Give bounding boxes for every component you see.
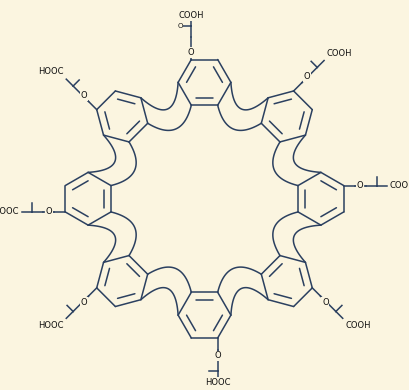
Text: HOOC: HOOC: [38, 321, 63, 330]
Text: O: O: [188, 48, 195, 57]
Text: O: O: [45, 207, 52, 216]
Text: COOH: COOH: [346, 321, 371, 330]
Text: O: O: [177, 23, 183, 29]
Text: O: O: [214, 351, 221, 360]
Text: HOOC: HOOC: [38, 67, 63, 76]
Text: COOH: COOH: [179, 11, 204, 20]
Text: HOOC: HOOC: [205, 378, 230, 386]
Text: COOH: COOH: [390, 181, 409, 190]
Text: O: O: [303, 72, 310, 81]
Text: O: O: [322, 298, 329, 307]
Text: O: O: [357, 181, 364, 190]
Text: HOOC: HOOC: [0, 207, 19, 216]
Text: COOH: COOH: [327, 49, 352, 58]
Text: O: O: [80, 298, 87, 307]
Text: O: O: [80, 91, 87, 100]
